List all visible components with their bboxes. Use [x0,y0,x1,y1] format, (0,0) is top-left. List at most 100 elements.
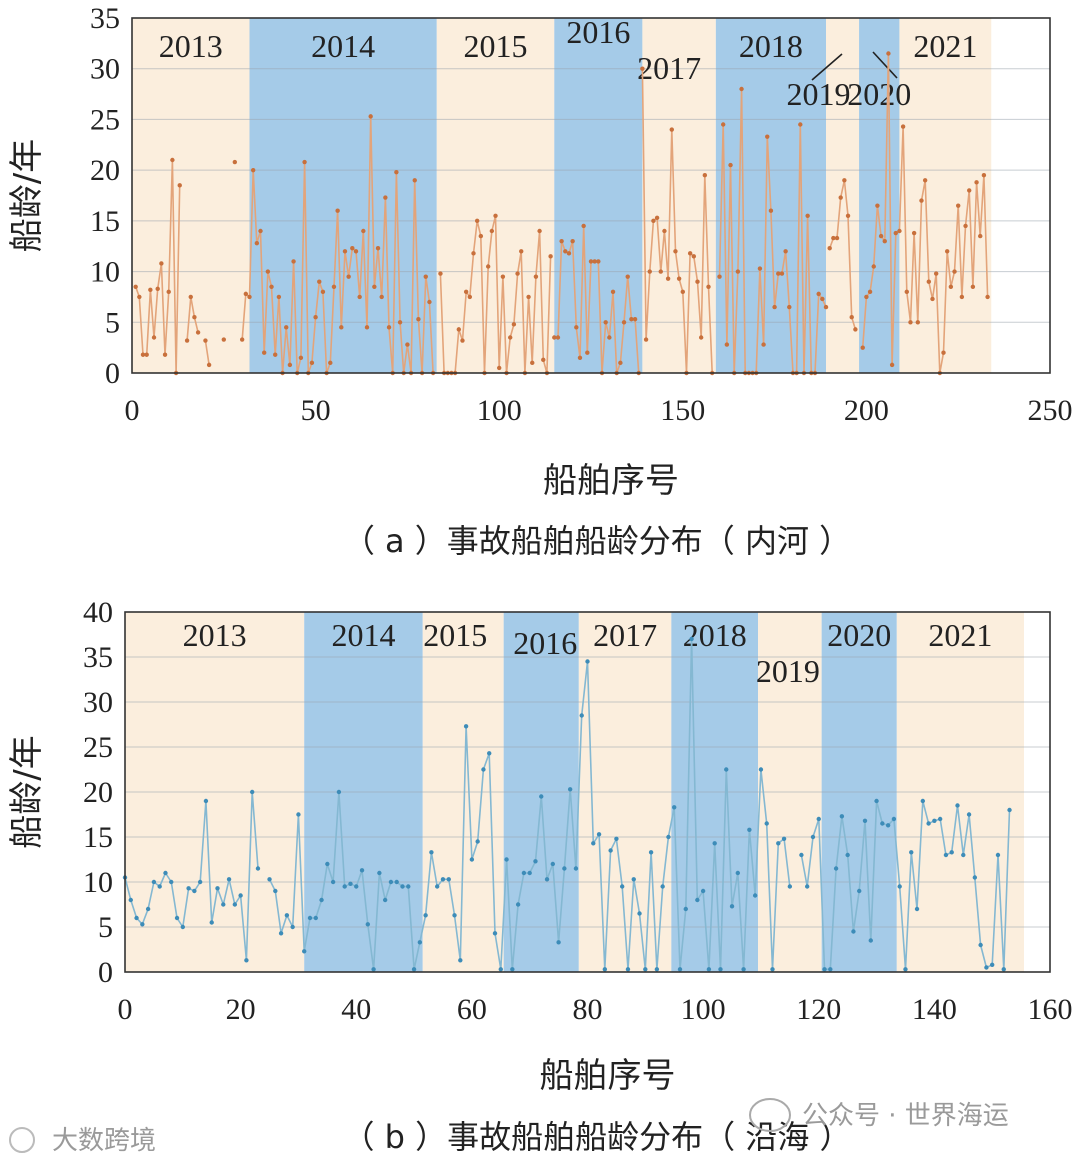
year-band-2014 [249,18,437,373]
data-point [397,320,403,325]
data-point [339,325,344,330]
data-point [163,870,168,876]
data-point [195,330,201,335]
data-point [610,289,616,295]
y-tick-labels: 0 5 10 15 20 25 30 35 [90,2,120,390]
data-point [515,902,521,907]
data-point [860,345,865,350]
data-point [588,259,594,264]
x-tick-label: 100 [681,993,726,1026]
data-point [463,724,469,729]
data-point [702,173,708,178]
data-point [944,249,950,254]
data-point [629,317,634,322]
data-point [325,861,330,867]
x-tick-label: 100 [477,394,522,427]
data-point [394,879,399,885]
data-point [880,821,885,826]
data-point [845,852,850,858]
data-point [192,315,197,320]
data-point [660,884,665,889]
data-point [485,264,491,269]
data-point [886,51,891,56]
data-point [375,246,381,251]
data-point [265,269,271,274]
data-series [122,636,1012,972]
data-point [155,286,160,292]
data-point [302,949,307,954]
data-point [405,342,410,347]
data-point [232,159,238,165]
y-tick-label: 40 [83,596,113,629]
data-point [133,284,138,289]
data-point [677,967,683,972]
data-point [287,362,293,368]
data-point [862,818,868,823]
data-point [416,317,421,322]
watermark-left: 大数跨境 [9,1126,156,1156]
x-tick-label: 20 [226,993,256,1026]
data-point [943,852,949,858]
data-point [816,816,821,822]
data-point [302,159,307,165]
data-point [889,362,895,368]
data-point [249,789,255,795]
data-point [350,246,355,251]
data-point [833,866,839,871]
data-point [956,203,961,208]
year-label-2018: 2018 [683,617,747,653]
data-point [269,284,274,289]
data-point [1007,807,1012,813]
data-point [555,335,561,340]
data-point [783,249,788,254]
data-point [519,249,524,254]
data-point [700,888,706,894]
data-point [417,940,423,945]
data-point [770,967,775,972]
data-point [238,893,243,898]
data-point [871,264,876,269]
data-point [361,228,366,234]
data-point [810,834,816,840]
data-point [662,228,667,234]
data-point [804,884,810,889]
data-point [658,269,663,274]
data-point [845,213,851,218]
data-point [735,269,741,274]
data-point [776,271,781,276]
y-tick-label: 20 [83,776,113,809]
data-point [867,289,873,295]
data-point [467,294,473,300]
data-point [475,839,480,844]
data-point [298,355,304,360]
data-point [463,289,469,295]
data-point [798,122,803,127]
data-point [556,940,561,945]
data-point [891,816,897,822]
data-point [498,967,503,972]
data-point [335,208,340,213]
data-point [239,337,245,342]
data-point [687,251,693,256]
data-point [625,967,631,972]
data-point [180,924,186,930]
data-point [683,906,688,912]
x-tick-label: 40 [341,993,371,1026]
data-point [320,289,326,295]
data-point [577,355,583,360]
data-point [446,877,451,882]
data-point [544,877,550,882]
data-point [602,967,608,972]
data-point [823,304,829,310]
data-point [868,938,873,943]
data-point [618,360,623,366]
data-point [853,327,858,332]
year-label-2018: 2018 [739,28,803,64]
y-tick-label: 10 [90,256,120,289]
data-point [145,906,151,912]
data-point [254,240,260,246]
chart-caption: （ a ）事故船舶船龄分布（ 内河 ） [343,522,851,560]
year-label-2013: 2013 [159,28,223,64]
x-tick-label: 120 [796,993,841,1026]
